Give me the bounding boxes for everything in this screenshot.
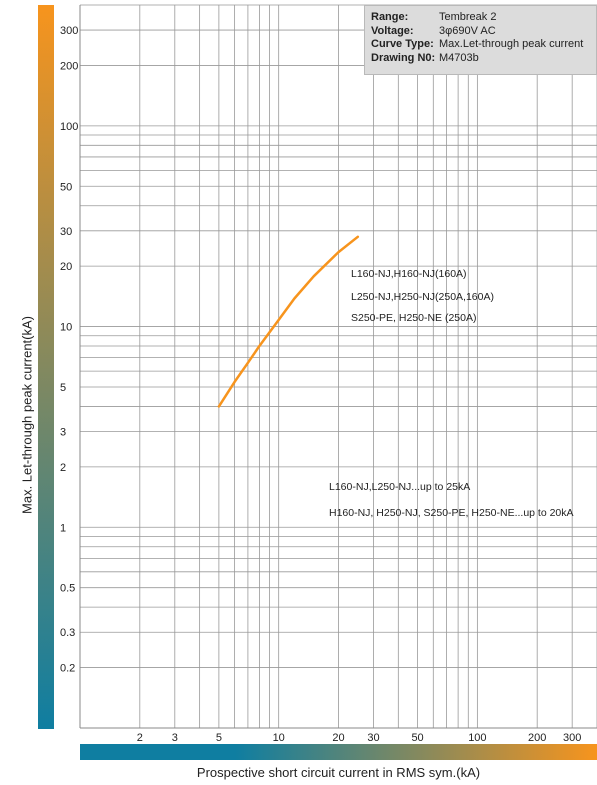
y-axis-label: Max. Let-through peak current(kA) bbox=[19, 316, 35, 514]
annotation-models-2: L250-NJ,H250-NJ(250A,160A) bbox=[351, 291, 494, 303]
y-tick-label: 0.3 bbox=[60, 627, 75, 639]
info-curve-value: Max.Let-through peak current bbox=[439, 38, 584, 50]
annotation-models-1: L160-NJ,H160-NJ(160A) bbox=[351, 268, 467, 280]
x-tick-label: 5 bbox=[216, 732, 222, 744]
annotation-rating-2: H160-NJ, H250-NJ, S250-PE, H250-NE...up … bbox=[329, 507, 574, 519]
x-tick-label: 100 bbox=[468, 732, 486, 744]
y-tick-label: 10 bbox=[60, 322, 72, 334]
grid-lines bbox=[79, 4, 597, 728]
info-range-row: Range: Tembreak 2 bbox=[371, 11, 596, 25]
info-range-value: Tembreak 2 bbox=[439, 11, 497, 23]
y-tick-label: 5 bbox=[60, 382, 66, 394]
x-tick-label: 2 bbox=[137, 732, 143, 744]
y-tick-label: 300 bbox=[60, 25, 78, 37]
y-tick-label: 0.2 bbox=[60, 663, 75, 675]
y-tick-label: 1 bbox=[60, 522, 66, 534]
info-voltage-row: Voltage: 3φ690V AC bbox=[371, 25, 596, 39]
x-axis-color-bar bbox=[80, 744, 597, 760]
y-tick-label: 30 bbox=[60, 226, 72, 238]
info-range-label: Range: bbox=[371, 11, 409, 23]
series-line-1 bbox=[217, 235, 360, 408]
y-axis-label-box: Max. Let-through peak current(kA) bbox=[12, 70, 42, 760]
y-tick-label: 100 bbox=[60, 121, 78, 133]
x-tick-label: 50 bbox=[411, 732, 423, 744]
info-voltage-value: 3φ690V AC bbox=[439, 24, 496, 37]
y-tick-label: 0.5 bbox=[60, 583, 75, 595]
annotation-models-3: S250-PE, H250-NE (250A) bbox=[351, 312, 477, 324]
info-curve-label: Curve Type: bbox=[371, 38, 434, 50]
y-tick-label: 20 bbox=[60, 261, 72, 273]
x-tick-label: 10 bbox=[273, 732, 285, 744]
x-tick-label: 30 bbox=[367, 732, 379, 744]
info-drawing-value: M4703b bbox=[439, 51, 479, 64]
y-tick-label: 50 bbox=[60, 181, 72, 193]
info-drawing-label: Drawing N0: bbox=[371, 51, 436, 64]
y-axis-color-bar bbox=[38, 5, 54, 729]
info-curve-row: Curve Type: Max.Let-through peak current bbox=[371, 38, 596, 52]
y-tick-label: 2 bbox=[60, 462, 66, 474]
x-axis-label: Prospective short circuit current in RMS… bbox=[196, 765, 481, 780]
info-voltage-label: Voltage: bbox=[371, 24, 414, 37]
x-tick-label: 200 bbox=[528, 732, 546, 744]
y-tick-label: 3 bbox=[60, 427, 66, 439]
x-tick-label: 300 bbox=[563, 732, 581, 744]
info-drawing-row: Drawing N0: M4703b bbox=[371, 52, 596, 66]
chart-info-box: Range: Tembreak 2 Voltage: 3φ690V AC Curve… bbox=[364, 5, 597, 75]
y-tick-label: 200 bbox=[60, 60, 78, 72]
x-tick-label: 20 bbox=[332, 732, 344, 744]
annotation-rating-1: L160-NJ,L250-NJ...up to 25kA bbox=[329, 481, 471, 493]
x-tick-label: 3 bbox=[172, 732, 178, 744]
